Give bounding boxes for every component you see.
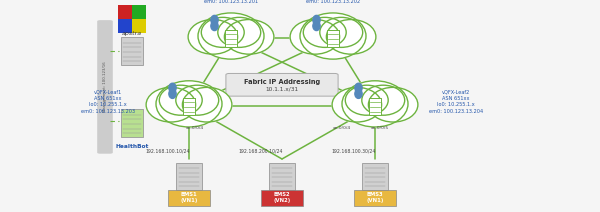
Ellipse shape bbox=[224, 20, 274, 54]
FancyBboxPatch shape bbox=[118, 19, 132, 33]
FancyBboxPatch shape bbox=[353, 190, 397, 206]
Text: HealthBot: HealthBot bbox=[115, 144, 149, 149]
Ellipse shape bbox=[352, 109, 398, 121]
Text: 192.168.100.10/24: 192.168.100.10/24 bbox=[146, 149, 190, 154]
Text: xe-0/0/4: xe-0/0/4 bbox=[333, 126, 351, 130]
Text: 192.168.200.10/24: 192.168.200.10/24 bbox=[239, 149, 283, 154]
Ellipse shape bbox=[346, 85, 388, 115]
Ellipse shape bbox=[166, 109, 212, 121]
FancyBboxPatch shape bbox=[362, 163, 388, 190]
Ellipse shape bbox=[326, 20, 376, 54]
FancyBboxPatch shape bbox=[269, 163, 295, 190]
Text: BMS3
(VN1): BMS3 (VN1) bbox=[367, 192, 383, 203]
FancyBboxPatch shape bbox=[132, 19, 146, 33]
Text: vQFX-Spine1
ASN 650xx
lo0: 10.255.0.x
em0: 100.123.13.201: vQFX-Spine1 ASN 650xx lo0: 10.255.0.x em… bbox=[204, 0, 258, 4]
Text: vQFX-Leaf1
ASN 651xx
lo0: 10.255.1.x
em0: 100.123.13.203: vQFX-Leaf1 ASN 651xx lo0: 10.255.1.x em0… bbox=[81, 90, 135, 114]
Text: xe-0/0/5: xe-0/0/5 bbox=[371, 126, 389, 130]
Text: 192.168.100.30/24: 192.168.100.30/24 bbox=[332, 149, 376, 154]
Text: BMS2
(VN2): BMS2 (VN2) bbox=[274, 192, 290, 203]
Ellipse shape bbox=[368, 87, 418, 122]
Ellipse shape bbox=[176, 85, 218, 115]
Text: Fabric IP Addressing: Fabric IP Addressing bbox=[244, 79, 320, 85]
Ellipse shape bbox=[303, 17, 346, 47]
Ellipse shape bbox=[182, 87, 232, 122]
FancyBboxPatch shape bbox=[118, 5, 132, 19]
FancyBboxPatch shape bbox=[327, 30, 339, 47]
Ellipse shape bbox=[342, 81, 408, 127]
Ellipse shape bbox=[218, 17, 260, 47]
Ellipse shape bbox=[332, 87, 382, 122]
Text: 10.1.1.x/31: 10.1.1.x/31 bbox=[265, 86, 299, 92]
FancyBboxPatch shape bbox=[132, 5, 146, 19]
Ellipse shape bbox=[202, 17, 244, 47]
Text: vQFX-Leaf2
ASN 651xx
lo0: 10.255.1.x
em0: 100.123.13.204: vQFX-Leaf2 ASN 651xx lo0: 10.255.1.x em0… bbox=[429, 90, 483, 114]
Text: Management: 100.123/16: Management: 100.123/16 bbox=[103, 62, 107, 112]
Ellipse shape bbox=[198, 13, 264, 59]
Ellipse shape bbox=[320, 17, 363, 47]
FancyBboxPatch shape bbox=[121, 109, 143, 137]
FancyBboxPatch shape bbox=[121, 37, 143, 65]
Ellipse shape bbox=[362, 85, 404, 115]
Ellipse shape bbox=[290, 20, 340, 54]
Ellipse shape bbox=[355, 83, 362, 92]
FancyBboxPatch shape bbox=[176, 163, 202, 190]
Text: BMS1
(VN1): BMS1 (VN1) bbox=[181, 192, 197, 203]
Ellipse shape bbox=[146, 87, 196, 122]
FancyBboxPatch shape bbox=[226, 74, 338, 96]
FancyBboxPatch shape bbox=[369, 98, 381, 115]
Ellipse shape bbox=[313, 15, 320, 25]
Ellipse shape bbox=[160, 85, 202, 115]
Text: apstra: apstra bbox=[122, 31, 142, 36]
Ellipse shape bbox=[156, 81, 222, 127]
FancyBboxPatch shape bbox=[183, 98, 195, 115]
Ellipse shape bbox=[310, 42, 356, 53]
Ellipse shape bbox=[169, 89, 176, 98]
Ellipse shape bbox=[188, 20, 238, 54]
Ellipse shape bbox=[300, 13, 366, 59]
FancyBboxPatch shape bbox=[167, 190, 211, 206]
FancyBboxPatch shape bbox=[97, 20, 113, 154]
Ellipse shape bbox=[211, 15, 218, 25]
Ellipse shape bbox=[355, 89, 362, 98]
Ellipse shape bbox=[169, 83, 176, 92]
FancyBboxPatch shape bbox=[260, 190, 304, 206]
FancyBboxPatch shape bbox=[225, 30, 237, 47]
Text: vQFX-Spine2
ASN 650xx
lo0: 10.255.0.x
em0: 100.123.13.202: vQFX-Spine2 ASN 650xx lo0: 10.255.0.x em… bbox=[306, 0, 360, 4]
Ellipse shape bbox=[208, 42, 254, 53]
Text: xe-0/0/4: xe-0/0/4 bbox=[186, 126, 204, 130]
Ellipse shape bbox=[211, 21, 218, 31]
Ellipse shape bbox=[313, 21, 320, 31]
